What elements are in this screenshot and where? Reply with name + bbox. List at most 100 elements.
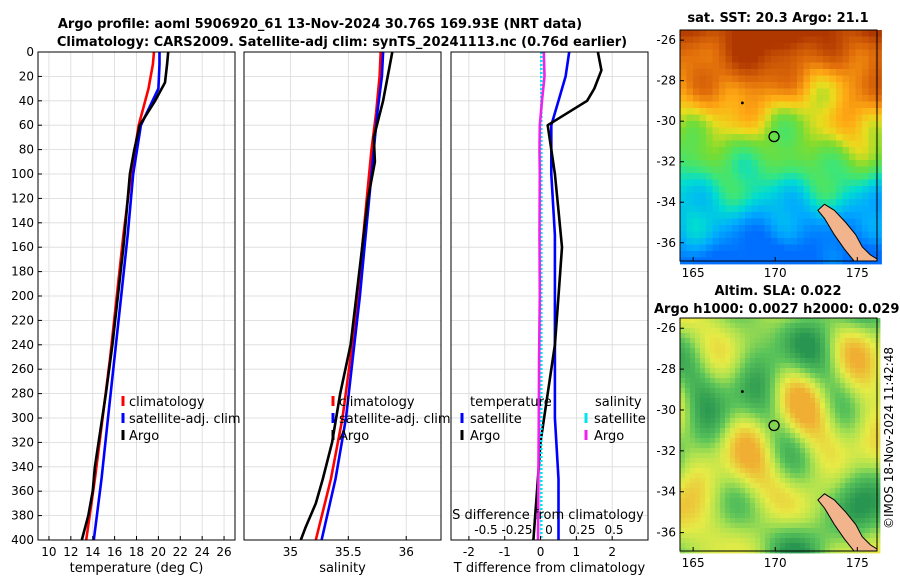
map-cell bbox=[732, 212, 739, 219]
map-cell bbox=[719, 95, 726, 102]
map-cell bbox=[785, 448, 791, 454]
map-cell bbox=[760, 433, 766, 439]
map-cell bbox=[805, 463, 811, 469]
map-cell bbox=[780, 418, 786, 424]
map-cell bbox=[705, 448, 711, 454]
map-cell bbox=[735, 433, 741, 439]
map-cell bbox=[790, 95, 798, 102]
map-cell bbox=[719, 238, 726, 245]
map-cell bbox=[725, 453, 731, 459]
y-tick-label: -36 bbox=[656, 236, 676, 250]
map-cell bbox=[810, 114, 817, 122]
map-cell bbox=[715, 448, 721, 454]
map-cell bbox=[686, 238, 694, 245]
map-cell bbox=[765, 448, 771, 454]
map-cell bbox=[875, 348, 881, 354]
map-cell bbox=[823, 114, 830, 122]
y-tick-label: 200 bbox=[11, 289, 34, 303]
map-cell bbox=[700, 343, 706, 349]
map-cell bbox=[738, 69, 746, 76]
map-cell bbox=[750, 478, 756, 484]
map-cell bbox=[840, 338, 846, 344]
map-cell bbox=[699, 166, 707, 174]
map-cell bbox=[680, 533, 686, 539]
map-cell bbox=[751, 173, 759, 180]
map-cell bbox=[775, 413, 781, 419]
map-cell bbox=[810, 251, 817, 258]
map-cell bbox=[820, 318, 826, 324]
map-cell bbox=[868, 179, 876, 187]
map-cell bbox=[745, 88, 752, 96]
map-cell bbox=[686, 75, 694, 83]
map-cell bbox=[710, 378, 716, 384]
map-cell bbox=[797, 218, 804, 226]
map-cell bbox=[815, 343, 821, 349]
map-cell bbox=[690, 413, 696, 419]
map-cell bbox=[732, 62, 739, 70]
map-cell bbox=[765, 473, 771, 479]
map-cell bbox=[706, 69, 713, 76]
map-cell bbox=[730, 323, 736, 329]
map-cell bbox=[712, 173, 720, 180]
map-cell bbox=[725, 418, 731, 424]
map-cell bbox=[830, 478, 836, 484]
map-cell bbox=[770, 363, 776, 369]
map-cell bbox=[835, 353, 841, 359]
map-cell bbox=[849, 218, 856, 226]
map-cell bbox=[780, 528, 786, 534]
map-cell bbox=[751, 251, 759, 258]
map-cell bbox=[855, 114, 863, 122]
map-cell bbox=[745, 403, 751, 409]
map-cell bbox=[875, 134, 882, 141]
map-cell bbox=[830, 428, 836, 434]
map-cell bbox=[790, 218, 798, 226]
map-cell bbox=[797, 166, 804, 174]
map-cell bbox=[705, 433, 711, 439]
map-cell bbox=[860, 478, 866, 484]
map-cell bbox=[725, 378, 731, 384]
map-cell bbox=[870, 433, 876, 439]
map-cell bbox=[829, 127, 837, 135]
header-title-line1: Argo profile: aoml 5906920_61 13-Nov-202… bbox=[58, 17, 582, 32]
map-cell bbox=[710, 493, 716, 499]
map-cell bbox=[805, 403, 811, 409]
map-cell bbox=[745, 523, 751, 529]
map-cell bbox=[705, 438, 711, 444]
map-cell bbox=[785, 538, 791, 544]
x-tick-label: 165 bbox=[682, 266, 705, 280]
map-cell bbox=[710, 318, 716, 324]
map-cell bbox=[719, 56, 726, 63]
map-cell bbox=[805, 363, 811, 369]
map-cell bbox=[875, 423, 881, 429]
map-cell bbox=[715, 463, 721, 469]
map-cell bbox=[775, 508, 781, 514]
map-cell bbox=[790, 231, 798, 239]
map-cell bbox=[825, 488, 831, 494]
map-cell bbox=[712, 30, 720, 37]
map-cell bbox=[680, 383, 686, 389]
map-cell bbox=[800, 448, 806, 454]
map-cell bbox=[695, 543, 701, 549]
map-cell bbox=[775, 493, 781, 499]
map-cell bbox=[745, 318, 751, 324]
map-cell bbox=[823, 225, 830, 232]
map-cell bbox=[803, 153, 811, 161]
map-cell bbox=[725, 140, 733, 148]
map-cell bbox=[855, 468, 861, 474]
map-cell bbox=[738, 56, 746, 63]
top-tick-label: 0.5 bbox=[604, 523, 623, 537]
map-cell bbox=[790, 433, 796, 439]
map-cell bbox=[725, 127, 733, 135]
map-cell bbox=[715, 458, 721, 464]
map-cell bbox=[730, 343, 736, 349]
map-cell bbox=[720, 463, 726, 469]
map-cell bbox=[816, 101, 824, 109]
map-cell bbox=[810, 69, 817, 76]
map-cell bbox=[685, 383, 691, 389]
map-cell bbox=[719, 179, 726, 187]
map-cell bbox=[810, 43, 817, 50]
map-cell bbox=[795, 353, 801, 359]
map-cell bbox=[805, 373, 811, 379]
map-cell bbox=[855, 231, 863, 239]
map-cell bbox=[825, 458, 831, 464]
